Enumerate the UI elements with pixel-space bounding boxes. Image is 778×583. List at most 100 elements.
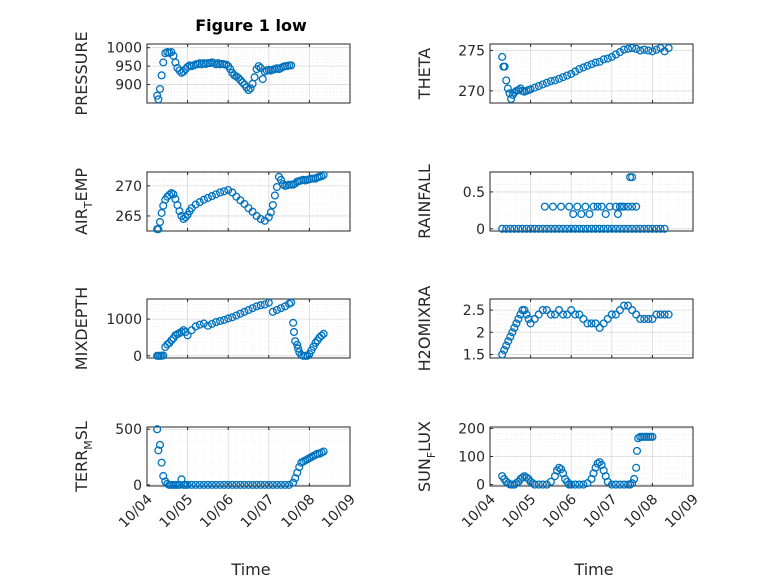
y-tick-label: 0 (476, 222, 485, 238)
data-point (195, 198, 204, 207)
data-point (599, 319, 608, 328)
data-point (256, 301, 265, 310)
subplot-8: 0 100 200 SUNFLUX 10/04 10/05 10/06 10/07 10/08 1… (415, 421, 702, 531)
x-tick-label: 10/09 (662, 492, 702, 532)
data-point (500, 345, 509, 355)
data-point (268, 480, 277, 489)
data-point (628, 224, 637, 233)
data-point (603, 54, 612, 63)
data-point (244, 480, 253, 489)
axes-box (146, 171, 351, 232)
data-point (603, 314, 612, 324)
data-point (548, 202, 557, 211)
data-point (656, 224, 665, 233)
data-point (607, 310, 616, 319)
data-point (534, 81, 543, 91)
data-point (510, 323, 519, 332)
data-point (514, 314, 523, 324)
data-point (579, 63, 588, 72)
axes-box (489, 171, 694, 232)
data-point (567, 69, 576, 78)
data-point (270, 191, 279, 200)
data-point (567, 306, 576, 315)
data-point (254, 62, 263, 71)
data-point (191, 480, 200, 489)
data-point (556, 465, 566, 474)
data-point (211, 480, 221, 489)
x-tick-label: 10/09 (319, 492, 359, 532)
data-point (498, 224, 507, 233)
data-point (248, 304, 257, 313)
data-point (498, 52, 507, 61)
data-point (656, 310, 665, 319)
data-point (652, 45, 661, 54)
data-point (195, 480, 204, 489)
x-axis-label-right: Time (573, 560, 613, 579)
data-point (169, 190, 178, 199)
data-point (636, 224, 645, 233)
x-tick-label: 10/04 (459, 491, 499, 531)
subplot-6: 1.5 2 2.5 H2OMIXRA (415, 286, 694, 371)
y-tick-label: 900 (115, 78, 142, 94)
data-point (157, 458, 166, 467)
y-axis-label: RAINFALL (415, 164, 434, 239)
data-point (278, 179, 288, 189)
data-point (264, 480, 273, 489)
data-point (628, 306, 637, 315)
data-point (276, 175, 286, 184)
data-point (153, 91, 162, 100)
data-point (232, 311, 241, 320)
data-point (179, 326, 188, 335)
data-point (607, 480, 616, 489)
data-point (615, 306, 624, 315)
data-point (203, 193, 212, 202)
data-point (207, 319, 217, 328)
data-point (220, 315, 229, 324)
data-point (632, 44, 641, 53)
data-point (619, 45, 629, 54)
data-point (520, 306, 529, 315)
data-point (593, 202, 602, 211)
data-point (289, 478, 298, 487)
y-tick-label: 265 (115, 209, 142, 225)
y-axis-label: SUNFLUX (415, 421, 438, 492)
data-point (644, 314, 653, 324)
y-tick-label: 1000 (106, 312, 142, 328)
data-point (524, 314, 533, 324)
data-point (652, 310, 661, 319)
data-point (567, 480, 576, 489)
data-point (293, 340, 302, 349)
data-point (565, 202, 574, 211)
data-point (289, 327, 299, 337)
data-point (538, 480, 547, 489)
y-tick-label: 270 (115, 179, 142, 195)
data-point (556, 202, 566, 211)
data-point (266, 208, 275, 217)
data-point (623, 224, 633, 233)
y-tick-label: 0 (476, 478, 485, 494)
data-point (628, 43, 637, 53)
data-point (611, 224, 620, 233)
data-point (546, 224, 555, 233)
data-point (252, 302, 261, 311)
data-point (510, 88, 519, 97)
data-point (615, 48, 624, 57)
data-point (644, 46, 653, 55)
data-point (577, 209, 586, 219)
data-point (587, 60, 596, 69)
data-point (538, 306, 547, 315)
data-point (583, 479, 592, 488)
data-point (530, 224, 539, 233)
data-point (550, 310, 560, 319)
data-point (636, 46, 645, 55)
data-point (272, 480, 281, 489)
data-point (268, 201, 277, 210)
data-point (236, 480, 245, 489)
data-point (591, 58, 600, 67)
data-point (589, 202, 598, 211)
data-point (211, 190, 221, 199)
data-point (530, 83, 539, 92)
data-point (240, 199, 249, 208)
